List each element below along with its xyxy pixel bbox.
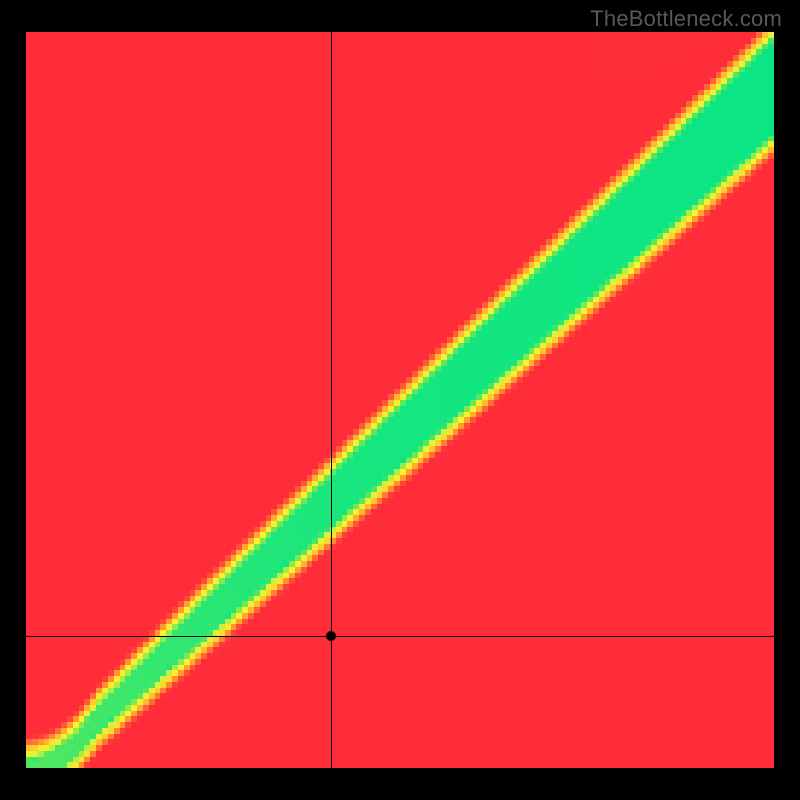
heatmap-canvas [26, 32, 774, 768]
heatmap-plot [26, 32, 774, 768]
data-point-marker [326, 631, 336, 641]
watermark-text: TheBottleneck.com [590, 6, 782, 32]
chart-container: TheBottleneck.com [0, 0, 800, 800]
crosshair-vertical [331, 32, 332, 768]
crosshair-horizontal [26, 636, 774, 637]
